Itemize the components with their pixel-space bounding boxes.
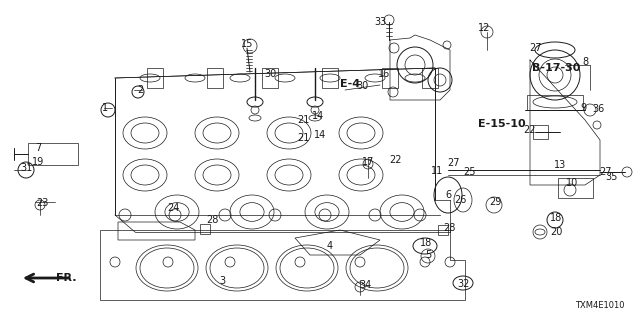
Text: 27: 27 bbox=[530, 43, 542, 53]
Text: E-15-10: E-15-10 bbox=[478, 119, 525, 129]
Text: 2: 2 bbox=[137, 85, 143, 95]
Text: 31: 31 bbox=[20, 163, 32, 173]
Text: 36: 36 bbox=[592, 104, 604, 114]
Bar bbox=[558, 178, 593, 198]
Text: 20: 20 bbox=[550, 227, 562, 237]
Bar bbox=[147, 68, 163, 88]
Bar bbox=[262, 68, 278, 88]
Text: 15: 15 bbox=[241, 39, 253, 49]
Text: FR.: FR. bbox=[56, 273, 77, 283]
Text: TXM4E1010: TXM4E1010 bbox=[575, 301, 625, 310]
Bar bbox=[207, 68, 223, 88]
Text: 25: 25 bbox=[463, 167, 476, 177]
Bar bbox=[438, 225, 448, 235]
Text: 28: 28 bbox=[443, 223, 455, 233]
Text: 35: 35 bbox=[606, 172, 618, 182]
Bar bbox=[422, 68, 438, 88]
Text: 30: 30 bbox=[264, 69, 276, 79]
Text: 3: 3 bbox=[219, 276, 225, 286]
Text: 6: 6 bbox=[445, 190, 451, 200]
Text: 13: 13 bbox=[554, 160, 566, 170]
Text: 4: 4 bbox=[327, 241, 333, 251]
Text: 16: 16 bbox=[378, 69, 390, 79]
Text: B-17-30: B-17-30 bbox=[532, 63, 580, 73]
Bar bbox=[527, 95, 583, 110]
Text: E-4: E-4 bbox=[340, 79, 360, 89]
Text: 10: 10 bbox=[566, 178, 578, 188]
Text: 23: 23 bbox=[36, 198, 48, 208]
Text: 27: 27 bbox=[447, 158, 460, 168]
Text: 7: 7 bbox=[35, 143, 41, 153]
Text: 1: 1 bbox=[102, 103, 108, 113]
Bar bbox=[322, 68, 338, 88]
Bar bbox=[200, 224, 210, 234]
Text: 21: 21 bbox=[297, 115, 309, 125]
Text: 18: 18 bbox=[550, 213, 562, 223]
Text: 11: 11 bbox=[431, 166, 443, 176]
Text: 14: 14 bbox=[314, 130, 326, 140]
Text: 21: 21 bbox=[297, 133, 309, 143]
Text: 12: 12 bbox=[478, 23, 490, 33]
Text: 17: 17 bbox=[362, 157, 374, 167]
Text: 18: 18 bbox=[420, 238, 432, 248]
Bar bbox=[533, 125, 548, 139]
Text: 33: 33 bbox=[374, 17, 386, 27]
Text: 24: 24 bbox=[167, 203, 179, 213]
Text: 8: 8 bbox=[582, 57, 588, 67]
Text: 28: 28 bbox=[206, 215, 218, 225]
Text: 14: 14 bbox=[312, 111, 324, 121]
Text: 34: 34 bbox=[359, 280, 371, 290]
Text: 9: 9 bbox=[580, 103, 586, 113]
Bar bbox=[382, 68, 398, 88]
Text: 22: 22 bbox=[524, 125, 536, 135]
Bar bbox=[28, 143, 78, 165]
Text: 27: 27 bbox=[600, 167, 612, 177]
Text: 5: 5 bbox=[425, 250, 431, 260]
Text: 26: 26 bbox=[454, 195, 466, 205]
Text: 19: 19 bbox=[32, 157, 44, 167]
Text: 22: 22 bbox=[388, 155, 401, 165]
Text: 32: 32 bbox=[457, 279, 469, 289]
Text: 30: 30 bbox=[356, 81, 368, 91]
Text: 29: 29 bbox=[489, 197, 501, 207]
